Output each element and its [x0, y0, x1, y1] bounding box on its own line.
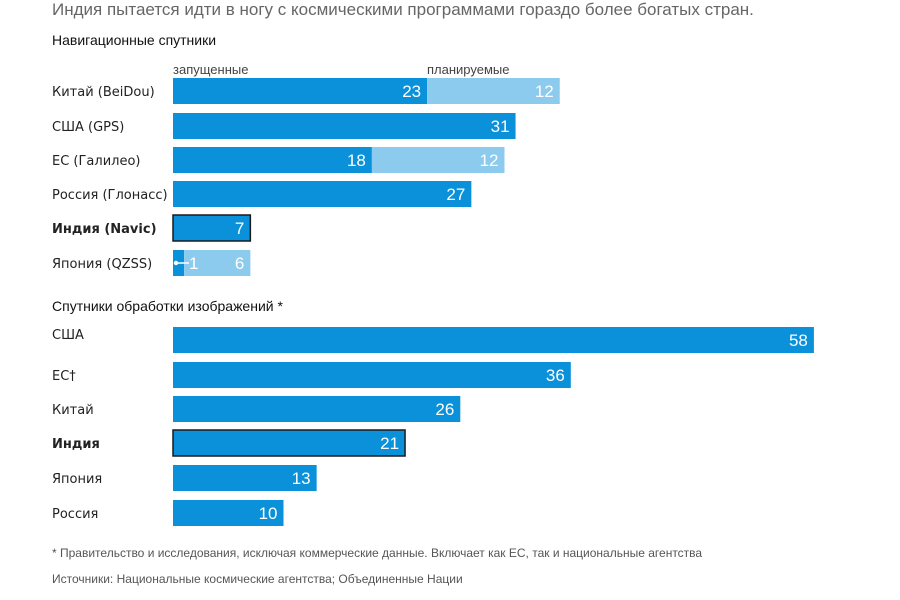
category-label-индия: Индия: [52, 437, 100, 452]
value-launched-япония-qzss: 1: [189, 254, 198, 273]
navigation-chart-title: Навигационные спутники: [52, 32, 217, 48]
value-launched-ес-галилео: 18: [347, 151, 366, 170]
value-marker-dot-япония-qzss: [173, 260, 179, 266]
bar-launched-сша-gps: [173, 113, 516, 139]
value-китай: 26: [435, 400, 454, 419]
bar-planned-ес-галилео: [371, 147, 505, 173]
bar-ес: [173, 362, 571, 388]
value-сша: 58: [789, 331, 808, 350]
category-label-япония: Япония: [52, 472, 102, 487]
value-planned-китай-beidou: 12: [535, 82, 554, 101]
value-launched-россия-глонасс: 27: [446, 185, 465, 204]
imaging-chart-title: Спутники обработки изображений *: [52, 298, 283, 314]
value-ес: 36: [546, 366, 565, 385]
bar-россия: [173, 500, 284, 526]
category-label-сша: США: [52, 328, 84, 343]
category-label-китай-beidou: Китай (BeiDou): [52, 85, 155, 100]
category-label-индия-navic: Индия (Navic): [52, 222, 157, 237]
value-япония: 13: [292, 469, 311, 488]
value-planned-ес-галилео: 12: [480, 151, 499, 170]
value-launched-китай-beidou: 23: [402, 82, 421, 101]
category-label-ес-галилео: ЕС (Галилео): [52, 154, 140, 169]
category-label-россия: Россия: [52, 507, 98, 522]
value-launched-сша-gps: 31: [491, 117, 510, 136]
value-planned-япония-qzss: 6: [235, 254, 244, 273]
bar-япония: [173, 465, 317, 491]
category-label-сша-gps: США (GPS): [52, 120, 124, 135]
bar-launched-китай-beidou: [173, 78, 428, 104]
bar-planned-китай-beidou: [427, 78, 560, 104]
bar-китай: [173, 396, 461, 422]
bar-сша: [173, 327, 814, 353]
bar-launched-индия-navic: [172, 214, 252, 242]
bar-индия: [172, 429, 406, 457]
legend-launched: запущенные: [173, 62, 248, 77]
source-note: Источники: Национальные космические аген…: [52, 572, 463, 586]
footnote: * Правительство и исследования, исключая…: [52, 546, 703, 560]
bar-launched-россия-глонасс: [173, 181, 472, 207]
chart-subtitle: Индия пытается идти в ногу с космическим…: [52, 0, 754, 19]
bar-planned-япония-qzss: [184, 250, 251, 276]
category-label-китай: Китай: [52, 403, 94, 418]
value-launched-индия-navic: 7: [235, 219, 244, 238]
legend-planned: планируемые: [427, 62, 509, 77]
bar-launched-ес-галилео: [173, 147, 372, 173]
category-label-япония-qzss: Япония (QZSS): [52, 257, 152, 272]
category-label-россия-глонасс: Россия (Глонасс): [52, 188, 168, 203]
value-индия: 21: [380, 434, 399, 453]
category-label-ес: ЕС†: [52, 369, 76, 384]
value-россия: 10: [259, 504, 278, 523]
